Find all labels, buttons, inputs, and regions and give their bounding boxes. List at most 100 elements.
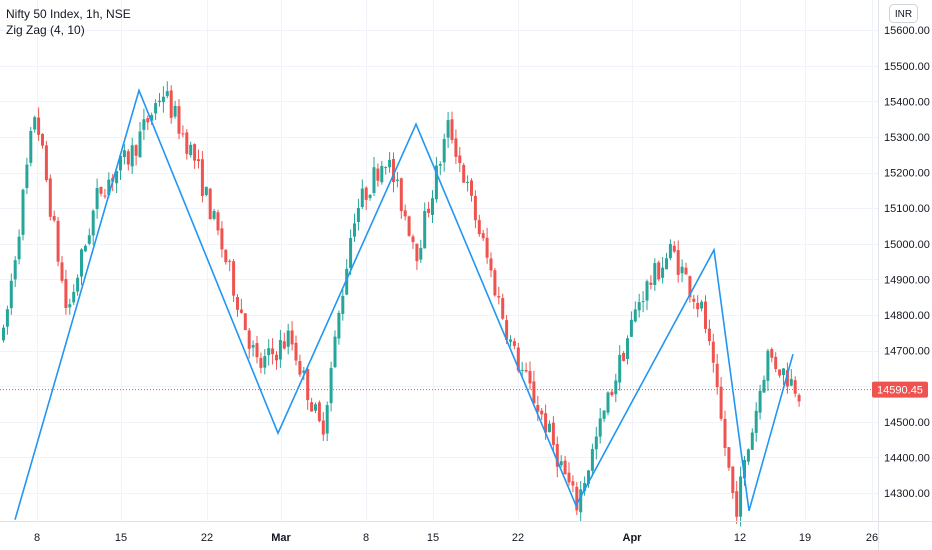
candle-body xyxy=(692,298,696,302)
candle xyxy=(746,448,750,465)
candle xyxy=(536,395,540,422)
candle xyxy=(688,275,692,303)
candle xyxy=(208,187,212,220)
candle-body xyxy=(423,210,427,249)
candle xyxy=(251,340,255,357)
candle-body xyxy=(629,319,633,337)
candle-body xyxy=(317,402,321,422)
candle xyxy=(442,133,446,172)
candle xyxy=(715,353,719,395)
candle-body xyxy=(181,133,185,135)
candle xyxy=(750,428,754,450)
candle xyxy=(431,190,434,223)
candle xyxy=(224,249,228,265)
candle xyxy=(614,373,618,403)
candle xyxy=(41,133,44,149)
candle-body xyxy=(645,281,649,301)
candle-body xyxy=(204,186,208,196)
candle-body xyxy=(567,472,571,483)
candle xyxy=(735,480,739,524)
candle xyxy=(485,227,489,264)
candle xyxy=(583,476,587,496)
candle xyxy=(590,443,594,477)
candle-body xyxy=(489,258,493,271)
candle xyxy=(668,239,672,261)
time-axis[interactable]: 8 15 22 Mar 8 15 22 Apr 12 19 26 xyxy=(34,532,878,544)
candle-body xyxy=(154,103,158,114)
candle xyxy=(95,178,99,219)
time-tick-label: 22 xyxy=(512,532,524,544)
price-tick-label: 15300.00 xyxy=(884,132,930,144)
candle xyxy=(103,188,107,199)
candle-body xyxy=(470,180,473,196)
price-tick-label: 15100.00 xyxy=(884,203,930,215)
candle xyxy=(540,408,544,421)
candle xyxy=(551,416,555,453)
candle-body xyxy=(310,402,314,412)
candle-body xyxy=(302,370,306,373)
candle xyxy=(532,370,536,404)
indicator-title[interactable]: Zig Zag (4, 10) xyxy=(6,23,85,37)
candle xyxy=(200,151,204,203)
candle xyxy=(83,244,87,253)
candle xyxy=(333,330,337,369)
candle xyxy=(52,210,56,223)
candle xyxy=(719,377,723,421)
candle-body xyxy=(64,279,68,308)
candle-body xyxy=(536,404,540,412)
candle xyxy=(91,209,95,246)
candle-body xyxy=(485,237,489,258)
candle-body xyxy=(275,354,278,361)
candle-body xyxy=(462,165,466,183)
candle-body xyxy=(353,223,356,237)
candle xyxy=(789,369,793,387)
candle xyxy=(271,338,275,365)
candle xyxy=(122,144,126,165)
candle xyxy=(473,190,477,229)
candle xyxy=(629,311,633,337)
candle xyxy=(665,252,668,270)
candle-body xyxy=(290,330,294,345)
price-tick-label: 14300.00 xyxy=(884,488,930,500)
candle-body xyxy=(649,282,653,285)
candle xyxy=(797,393,801,407)
candle-body xyxy=(189,144,193,156)
candle xyxy=(415,243,419,271)
candle-body xyxy=(150,115,154,121)
candle xyxy=(17,229,21,265)
candle-body xyxy=(325,405,329,434)
price-axis[interactable]: 15600.00 15500.00 15400.00 15300.00 15200.00… xyxy=(884,25,930,500)
candle xyxy=(399,177,403,219)
candle-body xyxy=(407,216,411,236)
candle xyxy=(310,397,314,412)
currency-button[interactable]: INR xyxy=(889,4,918,23)
candle-body xyxy=(278,340,282,360)
candle-body xyxy=(119,155,122,171)
candle xyxy=(236,294,239,317)
candle xyxy=(146,115,150,131)
candle-body xyxy=(501,298,505,319)
candle xyxy=(645,279,649,311)
candle-body xyxy=(575,486,579,511)
time-tick-label: Mar xyxy=(271,532,291,544)
candle-body xyxy=(220,228,224,250)
candle-body xyxy=(68,304,72,308)
symbol-title[interactable]: Nifty 50 Index, 1h, NSE xyxy=(6,7,131,21)
candle-body xyxy=(228,260,232,262)
candle-body xyxy=(532,381,536,404)
candle xyxy=(411,234,415,249)
candle-body xyxy=(384,167,388,169)
candle xyxy=(493,267,497,297)
candle xyxy=(185,129,189,160)
candle xyxy=(341,289,345,321)
candle-body xyxy=(403,210,407,217)
candle xyxy=(649,275,653,290)
candle-body xyxy=(633,309,637,322)
candle-body xyxy=(232,261,236,296)
candle xyxy=(115,170,119,194)
candle xyxy=(345,259,349,296)
candle xyxy=(314,402,317,413)
candle-body xyxy=(563,460,567,475)
candle xyxy=(793,376,797,398)
